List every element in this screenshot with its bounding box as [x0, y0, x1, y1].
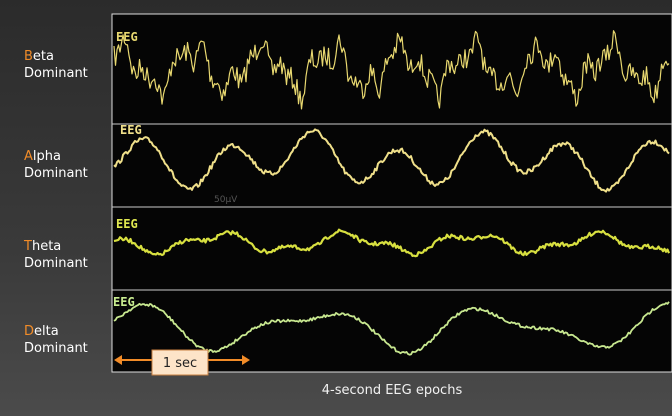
eeg-tag: EEG [116, 217, 138, 231]
panel-frame [112, 14, 672, 372]
eeg-tag: EEG [113, 295, 135, 309]
eeg-tag: EEG [120, 123, 142, 137]
eeg-tag: EEG [116, 30, 138, 44]
scale-label: 50µV [214, 195, 238, 205]
slide: BetaDominant AlphaDominant ThetaDominant… [0, 0, 672, 416]
caption: 4-second EEG epochs [112, 383, 672, 398]
eeg-panel: EEG EEG 50µV EEG EEG 1 sec [0, 0, 672, 416]
scale-text: 1 sec [163, 356, 197, 371]
